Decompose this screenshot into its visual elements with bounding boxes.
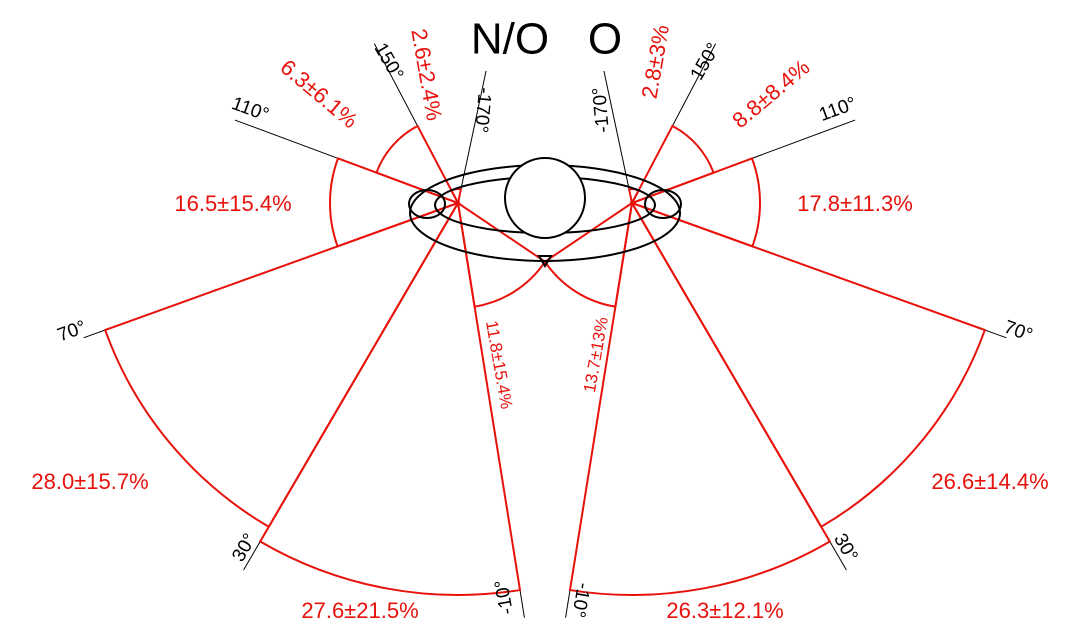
sector-label: 27.6±21.5% (301, 598, 418, 623)
geometry (83, 43, 1007, 618)
sector-label: 26.3±12.1% (666, 598, 783, 623)
sector (629, 201, 987, 529)
head-circle (504, 157, 586, 239)
sector-label: 2.8±3% (637, 23, 675, 101)
angle-ray (457, 70, 487, 204)
sector-label: 2.6±2.4% (406, 27, 447, 123)
sector (629, 157, 761, 248)
beak (537, 255, 553, 268)
panel-title: N/O (471, 15, 549, 64)
sector (258, 200, 522, 596)
sector-label: 6.3±6.1% (276, 54, 363, 133)
sector-label: 11.8±15.4% (482, 319, 516, 410)
sector (456, 200, 547, 308)
angle-label: -170° (589, 86, 614, 133)
angle-label: 30° (829, 530, 862, 565)
angle-label: 150° (687, 39, 725, 84)
angle-ray (603, 70, 633, 204)
angle-label: 70° (55, 317, 89, 347)
sector (568, 200, 832, 596)
angle-label: 30° (228, 530, 261, 565)
sector (543, 200, 634, 308)
angle-label: 150° (369, 39, 407, 84)
sector-label: 26.6±14.4% (931, 469, 1048, 494)
insect-outline (408, 157, 682, 268)
sector (103, 201, 461, 529)
angle-label: 110° (229, 93, 272, 126)
sector-label: 8.8±8.4% (727, 54, 814, 133)
panel-title: O (588, 15, 622, 64)
angle-label: 70° (1001, 317, 1035, 347)
left-lobe (408, 189, 446, 219)
angle-label: -10° (491, 578, 518, 616)
angle-label: -170° (470, 86, 495, 133)
sector-label: 16.5±15.4% (174, 191, 291, 216)
right-lobe (644, 189, 682, 219)
sector-label: 17.8±11.3% (797, 191, 913, 216)
sector (329, 157, 461, 248)
sector (629, 124, 715, 205)
sector (375, 124, 461, 205)
sector-label: 28.0±15.7% (31, 469, 148, 494)
